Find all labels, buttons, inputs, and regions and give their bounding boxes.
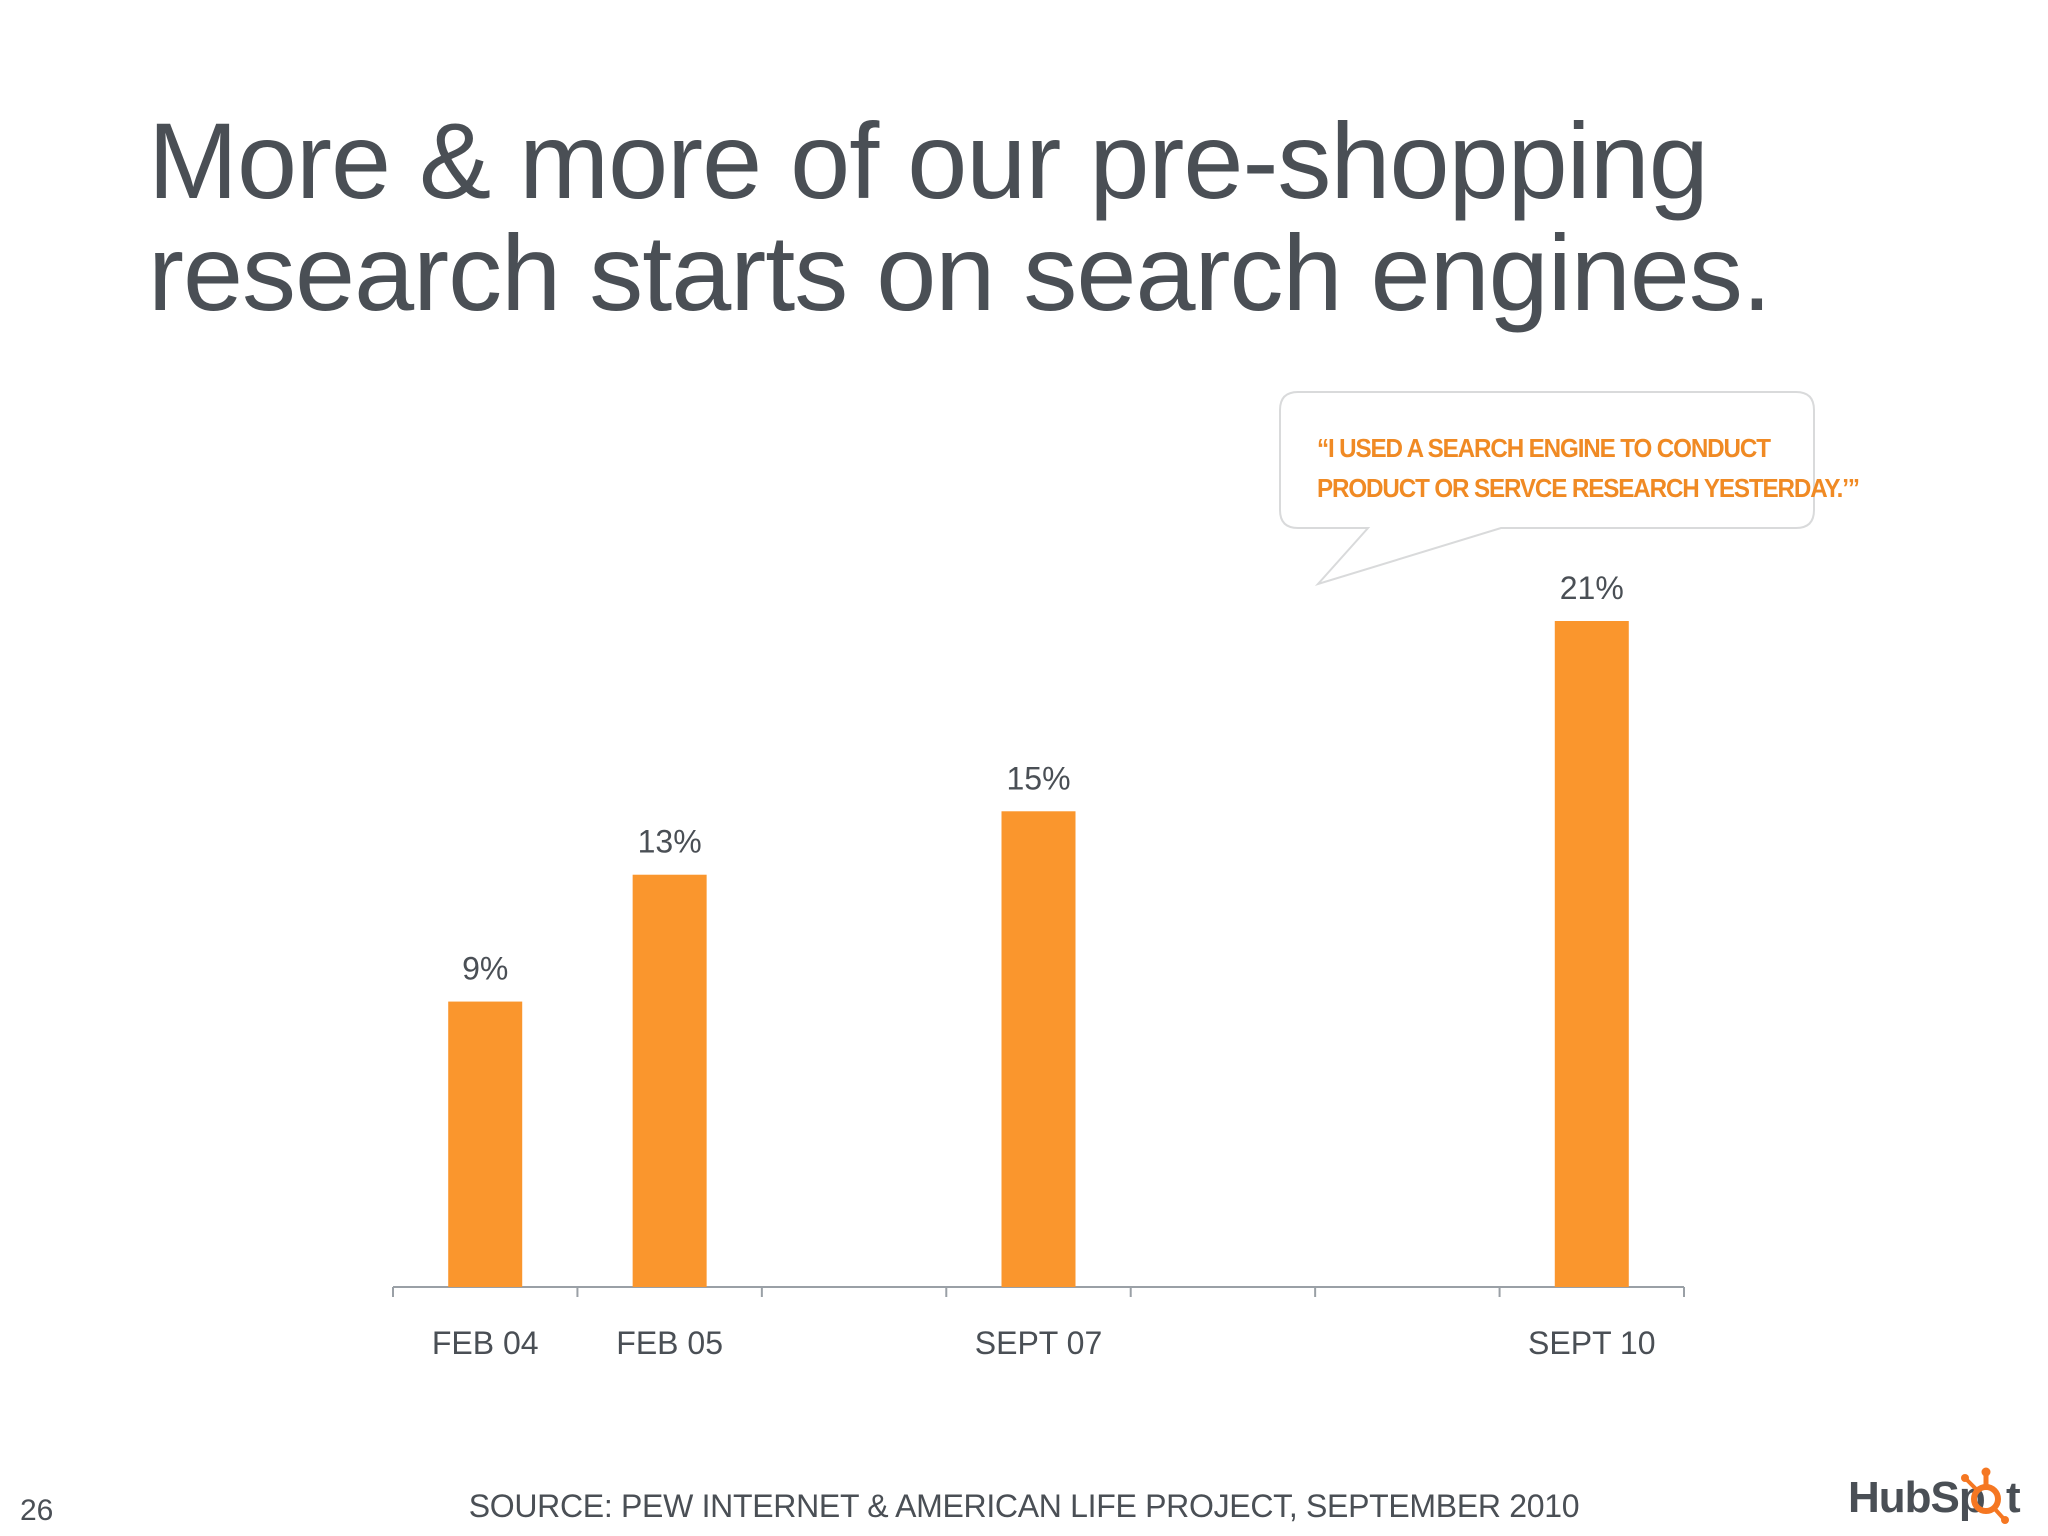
bar [448, 1001, 523, 1287]
slide-title: More & more of our pre-shopping research… [148, 105, 1948, 329]
bar-value-label: 9% [462, 951, 508, 987]
page-number: 26 [20, 1494, 54, 1527]
bar-value-label: 13% [638, 824, 702, 860]
callout-quote-text: “I USED A SEARCH ENGINE TO CONDUCT PRODU… [1317, 428, 1860, 508]
x-tick-label: FEB 04 [432, 1325, 539, 1361]
x-tick-label: FEB 05 [616, 1325, 723, 1361]
callout-line-2: PRODUCT OR SERVCE RESEARCH YESTERDAY.’” [1317, 473, 1860, 503]
hubspot-logo: HubSp t [1848, 1467, 2021, 1524]
bar [632, 874, 707, 1287]
bar-value-label: 21% [1560, 570, 1624, 606]
source-citation: SOURCE: PEW INTERNET & AMERICAN LIFE PRO… [468, 1488, 1580, 1524]
quote-callout: “I USED A SEARCH ENGINE TO CONDUCT PRODU… [1279, 391, 1860, 587]
logo-wordmark-part-2: t [2006, 1473, 2021, 1522]
x-tick-label: SEPT 10 [1528, 1325, 1655, 1361]
bar-value-label: 15% [1006, 760, 1070, 796]
slide-title-line-1: More & more of our pre-shopping [148, 100, 1709, 221]
speech-bubble-shape [1279, 391, 1815, 587]
sprocket-icon [1961, 1467, 2009, 1524]
bar [1001, 811, 1076, 1287]
x-tick-label: SEPT 07 [975, 1325, 1102, 1361]
slide-title-line-2: research starts on search engines. [148, 212, 1772, 333]
bar [1554, 621, 1629, 1287]
callout-line-1: “I USED A SEARCH ENGINE TO CONDUCT [1317, 433, 1771, 463]
